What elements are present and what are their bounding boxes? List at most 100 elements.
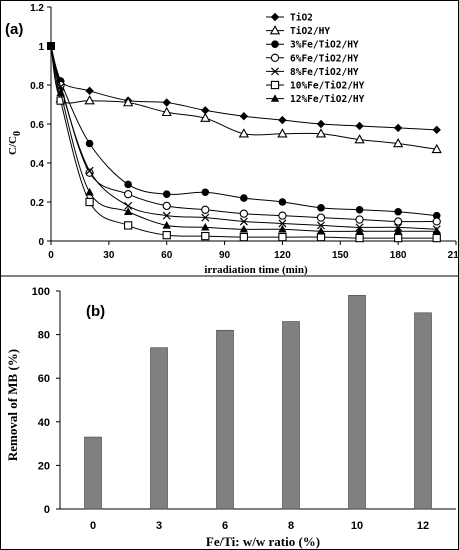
chart-a-x-tick-label: 180 <box>390 250 407 261</box>
data-point-stroke <box>278 219 287 228</box>
data-point <box>123 190 133 199</box>
chart-a-series <box>47 42 441 226</box>
legend-item: 6%Fe/TiO2/HY <box>266 53 359 64</box>
data-point <box>85 166 94 175</box>
legend-item: TiO2 <box>266 13 313 24</box>
data-point <box>394 207 402 216</box>
data-point <box>355 206 364 214</box>
chart-a-y-tick-label: 0.8 <box>30 81 44 92</box>
data-point <box>393 226 403 235</box>
chart-b-y-tick-label: 40 <box>38 417 50 429</box>
data-point <box>316 226 326 235</box>
chart-b: (b) 0 20 40 60 80 100 0 3 6 8 10 12 Fe/Ti: w/w rati… <box>5 286 456 549</box>
chart-b-y-tick-label: 20 <box>38 460 50 472</box>
legend-item: 10%Fe/TiO2/HY <box>266 81 365 92</box>
data-point <box>84 95 95 105</box>
data-point <box>277 128 288 138</box>
chart-a-x-tick-label: 30 <box>103 250 115 261</box>
chart-b-x-tick-label: 12 <box>417 520 429 532</box>
chart-a-xlabel: irradiation time (min) <box>204 264 308 276</box>
legend-label: 3%Fe/TiO2/HY <box>290 40 359 51</box>
data-point <box>432 217 441 226</box>
chart-a-x-tick-label: 120 <box>274 250 291 261</box>
panel-label-a: (a) <box>5 21 23 38</box>
chart-a-ylabel: C/C0 <box>7 131 23 155</box>
data-point <box>162 211 171 220</box>
data-point <box>278 198 287 206</box>
chart-a-y-tick-label: 0.4 <box>30 159 44 170</box>
data-point <box>270 67 280 76</box>
chart-b-x-tick-label: 3 <box>156 520 162 532</box>
bar <box>84 436 102 510</box>
data-point <box>315 128 327 138</box>
chart-a-y-tick-label: 1.2 <box>30 3 44 14</box>
chart-a-y-tick-label: 0.6 <box>30 120 44 131</box>
legend-item: 3%Fe/TiO2/HY <box>266 40 359 51</box>
chart-a-y-tick-label: 0 <box>38 237 44 248</box>
legend-label: TiO2 <box>290 13 313 24</box>
chart-b-x-tick-label: 6 <box>222 520 228 532</box>
data-point <box>355 226 364 235</box>
data-point <box>393 217 403 226</box>
data-point <box>85 187 94 196</box>
chart-a-ylabel-sub: 0 <box>12 131 23 136</box>
data-point <box>201 106 210 115</box>
legend-label: 8%Fe/TiO2/HY <box>290 67 359 78</box>
chart-b-x-tick-label: 10 <box>351 520 363 532</box>
bar <box>348 295 366 510</box>
legend-label: 12%Fe/TiO2/HY <box>290 94 365 105</box>
data-point <box>278 224 287 233</box>
data-point <box>47 42 55 50</box>
data-point <box>317 204 325 212</box>
data-point <box>162 190 171 198</box>
legend-label: TiO2/HY <box>290 26 330 37</box>
data-point <box>355 233 364 243</box>
data-point-stroke <box>270 67 280 76</box>
chart-b-y-tick-label: 60 <box>38 373 50 385</box>
chart-a-series <box>47 42 441 235</box>
chart-b-ylabel: Removal of MB (%) <box>5 349 20 461</box>
chart-a-legend: TiO2 TiO2/HY 3%Fe/TiO2/HY 6%Fe/TiO2/HY 8%Fe/… <box>266 13 365 105</box>
data-point <box>432 233 441 243</box>
data-point <box>432 211 441 220</box>
data-point <box>85 197 94 207</box>
data-point <box>162 221 171 229</box>
data-point <box>201 222 210 231</box>
chart-a-x-tick-label: 60 <box>161 250 173 261</box>
data-point <box>431 143 442 154</box>
data-point <box>123 207 133 215</box>
chart-b-y-tick-label: 0 <box>44 504 50 516</box>
data-point <box>161 106 172 117</box>
legend-label: 10%Fe/TiO2/HY <box>290 81 365 92</box>
data-point <box>393 233 403 243</box>
bar <box>216 329 234 510</box>
panel-label-b: (b) <box>86 303 105 320</box>
data-point <box>316 221 326 230</box>
data-point <box>239 209 249 218</box>
data-point <box>85 139 94 148</box>
data-point <box>162 201 171 211</box>
data-point <box>354 134 365 144</box>
data-point <box>393 137 404 148</box>
legend-label: 6%Fe/TiO2/HY <box>290 53 359 64</box>
data-point <box>56 96 65 105</box>
data-point <box>56 88 65 96</box>
data-point <box>85 86 94 96</box>
data-point <box>123 97 134 107</box>
chart-a-x-tick-label: 0 <box>48 250 54 261</box>
data-point <box>271 40 279 48</box>
data-point <box>201 231 210 241</box>
data-point <box>269 25 281 35</box>
data-point <box>201 205 210 214</box>
data-point <box>432 226 441 235</box>
chart-a-ylabel-main: C/C <box>7 136 19 155</box>
chart-a-series-line <box>50 45 437 230</box>
chart-a-series <box>47 42 441 243</box>
data-point <box>270 12 280 22</box>
data-point <box>239 112 249 121</box>
chart-b-y-tick-label: 100 <box>32 286 50 298</box>
bar <box>282 321 300 510</box>
data-point <box>124 180 132 189</box>
chart-a-x-tick-label: 150 <box>332 250 349 261</box>
